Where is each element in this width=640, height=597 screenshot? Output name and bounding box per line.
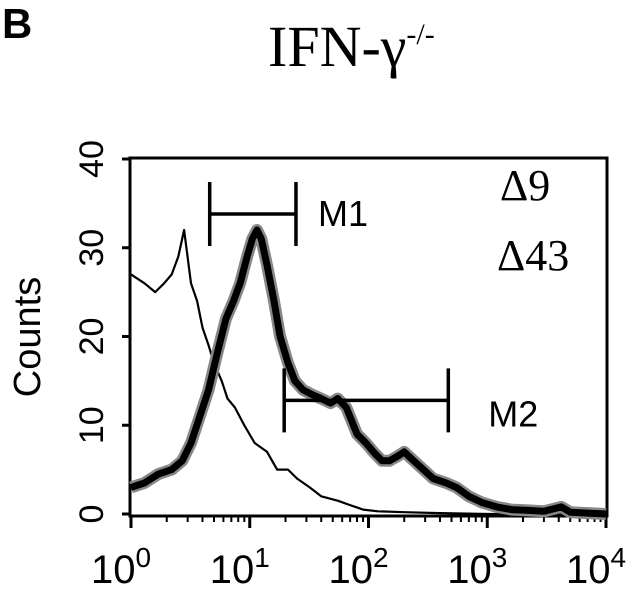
title-superscript: -/-	[406, 18, 434, 51]
legend-entry: Δ43	[497, 231, 569, 280]
marker-label: M2	[488, 393, 538, 434]
title-main: IFN-γ	[268, 14, 406, 79]
x-axis-ticks: 100 101 102 103 104	[91, 515, 626, 592]
y-tick-label: 20	[73, 318, 111, 356]
series-line-thick	[129, 226, 607, 518]
x-tick-label: 103	[447, 542, 507, 592]
legend: Δ9 Δ43	[497, 161, 569, 280]
y-axis-label: Counts	[7, 277, 49, 397]
series-line-thin	[130, 228, 606, 516]
panel-letter: B	[2, 0, 32, 47]
plot-frame	[128, 156, 609, 518]
y-axis-ticks: 0 10 20 30 40	[73, 140, 131, 523]
x-tick-label: 100	[91, 542, 151, 592]
series-layer	[129, 224, 607, 520]
y-tick-label: 40	[73, 140, 111, 178]
y-tick-label: 0	[73, 505, 111, 524]
marker-layer: M1 M2	[207, 182, 538, 434]
x-tick-label: 104	[566, 542, 626, 592]
chart-title: IFN-γ-/-	[268, 14, 435, 79]
y-tick-label: 10	[73, 406, 111, 444]
legend-entry: Δ9	[500, 161, 550, 210]
x-tick-label: 101	[210, 542, 270, 592]
x-tick-label: 102	[328, 542, 388, 592]
y-tick-label: 30	[73, 229, 111, 267]
marker-label: M1	[318, 193, 368, 234]
